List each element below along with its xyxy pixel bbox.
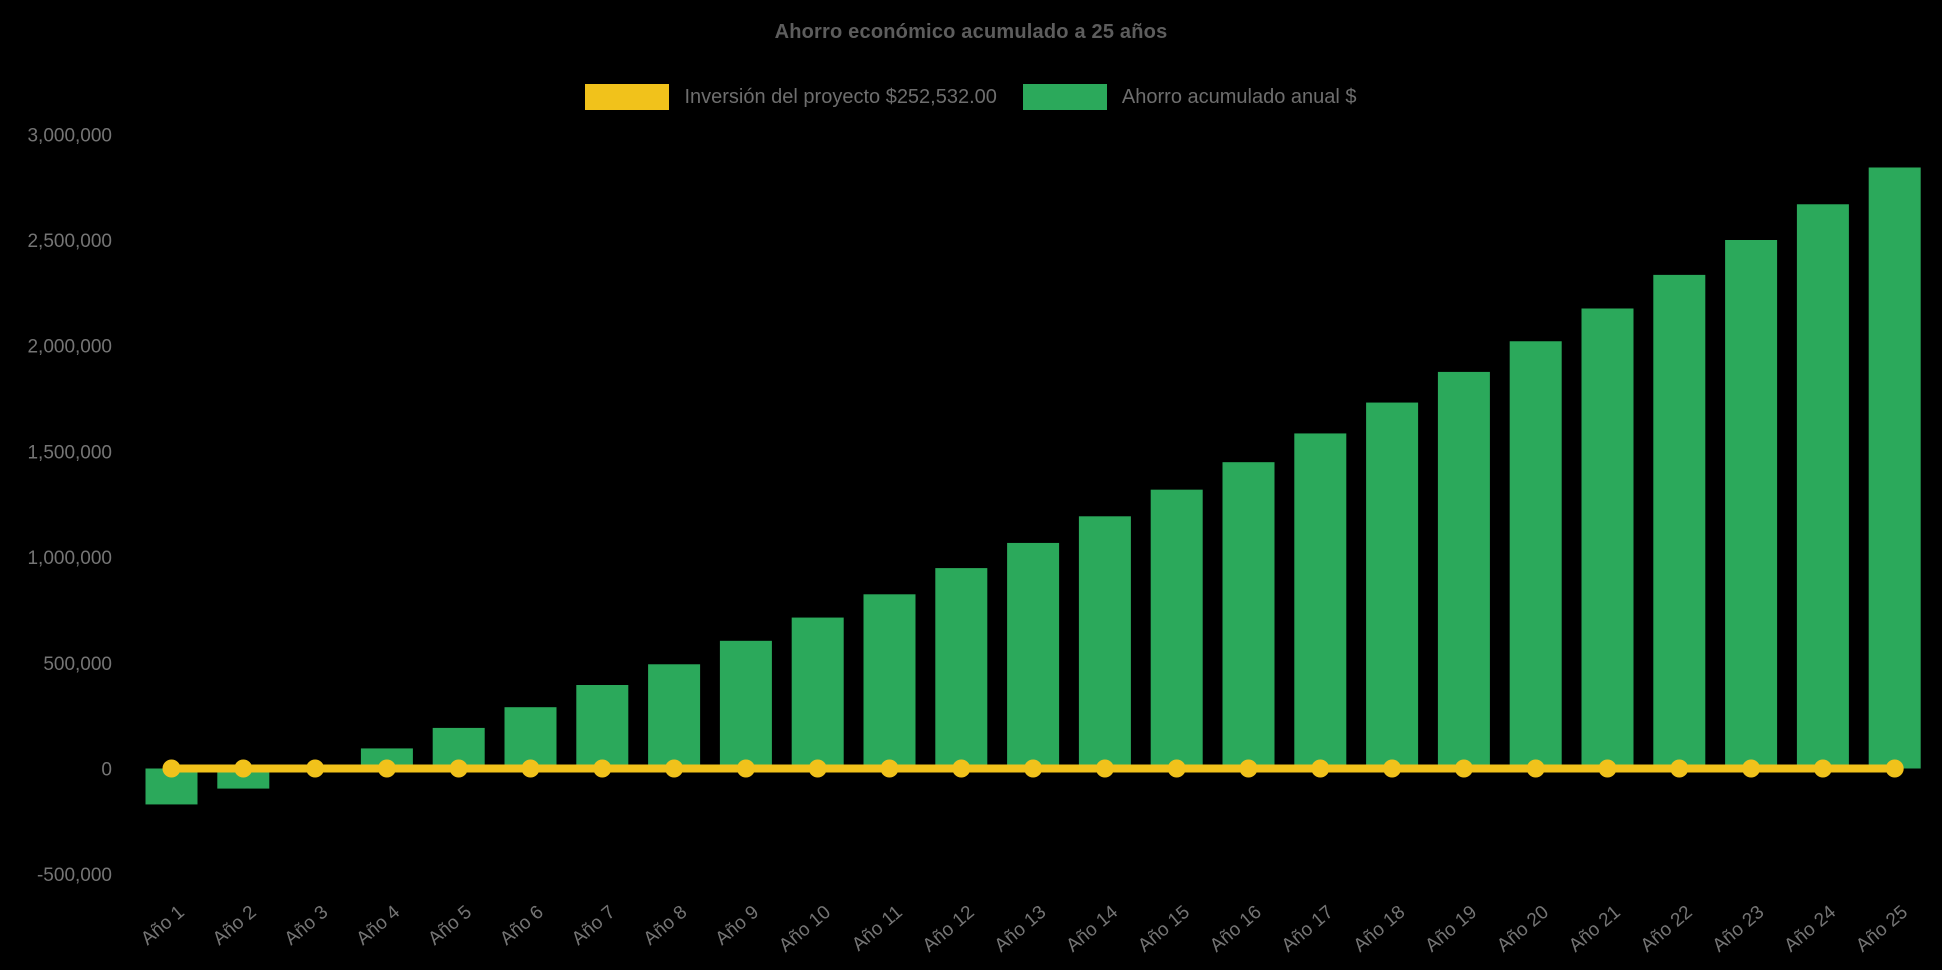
bar-ahorro-año-19 bbox=[1437, 371, 1490, 769]
inversion-line-point bbox=[952, 759, 971, 778]
inversion-line-point bbox=[521, 759, 540, 778]
x-axis-tick-label: Año 2 bbox=[209, 902, 261, 950]
inversion-line-point bbox=[449, 759, 468, 778]
legend-swatch-inversion bbox=[585, 84, 670, 110]
x-axis-tick-label: Año 20 bbox=[1493, 902, 1553, 957]
x-axis-tick-label: Año 3 bbox=[281, 902, 333, 950]
x-axis-tick-label: Año 17 bbox=[1278, 902, 1338, 957]
y-axis-tick-label: 1,000,000 bbox=[27, 548, 112, 569]
y-axis-tick-label: 2,000,000 bbox=[27, 337, 112, 358]
x-axis-tick-label: Año 18 bbox=[1350, 902, 1410, 957]
x-axis-tick-label: Año 10 bbox=[775, 902, 835, 957]
x-axis-tick-label: Año 22 bbox=[1637, 902, 1697, 957]
y-axis-tick-label: 1,500,000 bbox=[27, 442, 112, 463]
x-axis-tick-label: Año 7 bbox=[568, 902, 620, 950]
inversion-line-point bbox=[1383, 759, 1402, 778]
inversion-line-point bbox=[1813, 759, 1832, 778]
inversion-line-point bbox=[1742, 759, 1761, 778]
x-axis-tick-label: Año 25 bbox=[1852, 902, 1912, 957]
legend-item-ahorro: Ahorro acumulado anual $ bbox=[1022, 84, 1357, 110]
bar-ahorro-año-10 bbox=[791, 617, 844, 769]
x-axis-tick-label: Año 16 bbox=[1206, 902, 1266, 957]
inversion-line-point bbox=[306, 759, 325, 778]
y-axis-tick-label: 3,000,000 bbox=[27, 125, 112, 146]
bar-ahorro-año-23 bbox=[1725, 240, 1778, 769]
inversion-line-point bbox=[1598, 759, 1617, 778]
bar-ahorro-año-18 bbox=[1366, 402, 1419, 769]
bar-ahorro-año-12 bbox=[935, 568, 988, 769]
x-axis-tick-label: Año 13 bbox=[991, 902, 1051, 957]
x-axis-tick-label: Año 1 bbox=[137, 902, 189, 950]
x-axis-tick-label: Año 23 bbox=[1709, 902, 1769, 957]
inversion-line-point bbox=[1167, 759, 1186, 778]
inversion-line-point bbox=[1311, 759, 1330, 778]
bar-ahorro-año-9 bbox=[719, 640, 772, 769]
bar-ahorro-año-11 bbox=[863, 594, 916, 769]
inversion-line-point bbox=[880, 759, 899, 778]
x-axis-tick-label: Año 24 bbox=[1780, 901, 1840, 956]
x-axis-tick-label: Año 12 bbox=[919, 902, 979, 957]
inversion-line-point bbox=[1239, 759, 1258, 778]
bar-ahorro-año-17 bbox=[1294, 433, 1347, 769]
x-axis-tick-label: Año 5 bbox=[424, 902, 476, 950]
legend-item-inversion: Inversión del proyecto $252,532.00 bbox=[585, 84, 997, 110]
x-axis-tick-label: Año 21 bbox=[1565, 902, 1625, 957]
x-axis-tick-label: Año 8 bbox=[640, 902, 692, 950]
bar-ahorro-año-8 bbox=[648, 664, 701, 769]
inversion-line-point bbox=[1024, 759, 1043, 778]
inversion-line-point bbox=[665, 759, 684, 778]
bar-ahorro-año-16 bbox=[1222, 462, 1275, 769]
x-axis-tick-label: Año 4 bbox=[353, 901, 405, 949]
bar-ahorro-año-14 bbox=[1078, 516, 1131, 769]
legend-label-inversion: Inversión del proyecto $252,532.00 bbox=[684, 85, 997, 108]
inversion-line-point bbox=[377, 759, 396, 778]
x-axis-tick-label: Año 19 bbox=[1421, 902, 1481, 957]
inversion-line-point bbox=[736, 759, 755, 778]
bar-ahorro-año-13 bbox=[1007, 542, 1060, 769]
bar-ahorro-año-22 bbox=[1653, 274, 1706, 769]
bar-ahorro-año-25 bbox=[1868, 167, 1921, 769]
x-axis-tick-label: Año 15 bbox=[1134, 902, 1194, 957]
bar-ahorro-año-6 bbox=[504, 707, 557, 769]
inversion-line-point bbox=[1454, 759, 1473, 778]
inversion-line-point bbox=[808, 759, 827, 778]
bar-ahorro-año-7 bbox=[576, 684, 629, 769]
bar-ahorro-año-15 bbox=[1150, 489, 1203, 769]
x-axis-tick-label: Año 11 bbox=[848, 902, 907, 956]
x-axis-tick-label: Año 9 bbox=[712, 902, 764, 950]
chart-legend: Inversión del proyecto $252,532.00 Ahorr… bbox=[0, 84, 1942, 110]
bar-ahorro-año-20 bbox=[1509, 341, 1562, 769]
y-axis-tick-label: 2,500,000 bbox=[27, 231, 112, 252]
bar-ahorro-año-21 bbox=[1581, 308, 1634, 769]
x-axis-tick-label: Año 14 bbox=[1062, 901, 1122, 956]
bar-ahorro-año-24 bbox=[1796, 204, 1849, 769]
inversion-line-point bbox=[162, 759, 181, 778]
x-axis-tick-label: Año 6 bbox=[496, 902, 548, 950]
y-axis-tick-label: -500,000 bbox=[37, 865, 112, 886]
inversion-line-point bbox=[1885, 759, 1904, 778]
legend-label-ahorro: Ahorro acumulado anual $ bbox=[1121, 85, 1357, 108]
inversion-line-point bbox=[593, 759, 612, 778]
y-axis-tick-label: 0 bbox=[101, 760, 112, 781]
inversion-line-point bbox=[1526, 759, 1545, 778]
y-axis-tick-label: 500,000 bbox=[43, 654, 112, 675]
bar-ahorro-año-2 bbox=[217, 768, 270, 789]
inversion-line-point bbox=[234, 759, 253, 778]
legend-swatch-ahorro bbox=[1022, 84, 1107, 110]
inversion-line-point bbox=[1670, 759, 1689, 778]
bar-ahorro-año-4 bbox=[360, 748, 413, 769]
inversion-line-point bbox=[1095, 759, 1114, 778]
chart-title: Ahorro económico acumulado a 25 años bbox=[774, 21, 1168, 43]
